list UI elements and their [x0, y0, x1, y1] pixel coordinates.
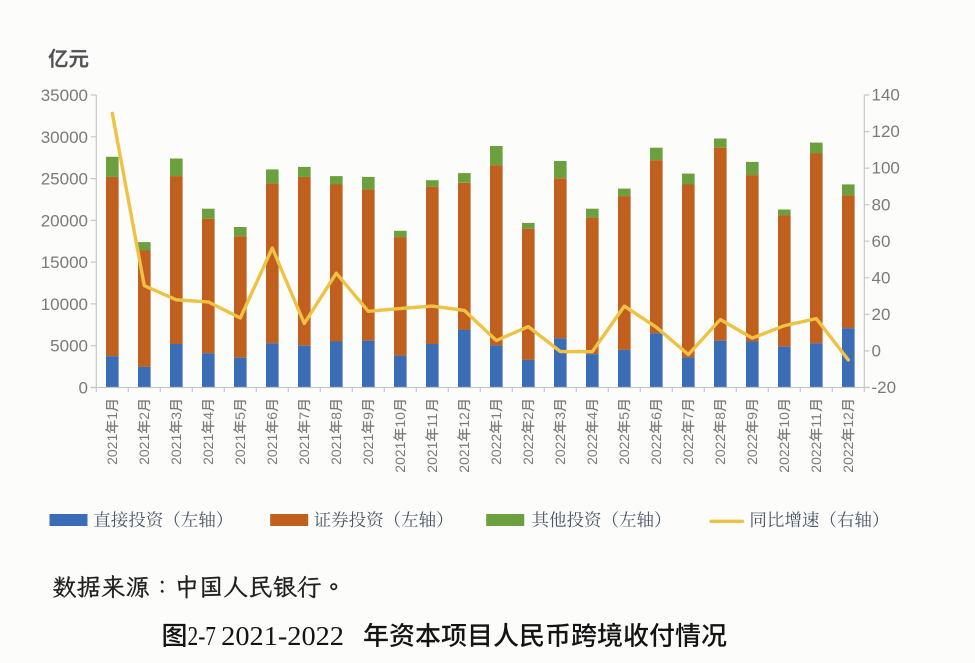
svg-text:20: 20: [872, 305, 891, 324]
svg-text:2022: 2022: [808, 441, 824, 472]
svg-text:2021: 2021: [456, 441, 472, 472]
svg-text:2021: 2021: [392, 441, 408, 472]
svg-text:10: 10: [392, 412, 408, 428]
svg-text:-20: -20: [872, 378, 897, 397]
svg-text:6: 6: [648, 412, 664, 420]
svg-text:25000: 25000: [41, 170, 88, 189]
svg-text:1: 1: [488, 412, 504, 420]
svg-text:0: 0: [872, 342, 881, 361]
svg-text:30000: 30000: [41, 128, 88, 147]
svg-text:2022: 2022: [584, 434, 600, 465]
svg-text:12: 12: [456, 412, 472, 428]
svg-text:140: 140: [872, 86, 900, 105]
svg-text:20000: 20000: [41, 211, 88, 230]
svg-text:2021: 2021: [360, 434, 376, 465]
svg-text:7: 7: [296, 412, 312, 420]
svg-text:2021: 2021: [328, 434, 344, 465]
svg-text:40: 40: [872, 268, 891, 287]
svg-text:15000: 15000: [41, 253, 88, 272]
svg-text:2022: 2022: [648, 434, 664, 465]
svg-text:4: 4: [200, 412, 216, 420]
svg-text:60: 60: [872, 232, 891, 251]
svg-text:9: 9: [360, 412, 376, 420]
svg-text:120: 120: [872, 122, 900, 141]
svg-text:6: 6: [264, 412, 280, 420]
svg-text:1: 1: [104, 412, 120, 420]
svg-text:11: 11: [424, 413, 440, 428]
svg-text:100: 100: [872, 159, 900, 178]
svg-text:4: 4: [584, 412, 600, 420]
svg-text:2021: 2021: [264, 434, 280, 465]
svg-text:2022: 2022: [744, 434, 760, 465]
svg-text:2022: 2022: [680, 434, 696, 465]
svg-text:2022: 2022: [712, 434, 728, 465]
svg-text:3: 3: [168, 412, 184, 420]
svg-text:5: 5: [232, 412, 248, 420]
svg-text:2022: 2022: [616, 434, 632, 465]
svg-text:9: 9: [744, 412, 760, 420]
svg-text:8: 8: [328, 412, 344, 420]
svg-text:5000: 5000: [50, 337, 88, 356]
svg-text:2: 2: [136, 412, 152, 420]
svg-text:35000: 35000: [41, 86, 88, 105]
svg-text:2021: 2021: [104, 434, 120, 465]
svg-text:2021: 2021: [136, 434, 152, 465]
svg-text:2: 2: [520, 412, 536, 420]
svg-text:7: 7: [680, 412, 696, 420]
svg-text:80: 80: [872, 195, 891, 214]
svg-text:2021: 2021: [232, 434, 248, 465]
svg-text:12: 12: [840, 412, 856, 428]
svg-text:2022: 2022: [488, 434, 504, 465]
svg-text:5: 5: [616, 412, 632, 420]
svg-text:0: 0: [79, 379, 88, 398]
svg-text:10000: 10000: [41, 295, 88, 314]
svg-text:2021: 2021: [168, 434, 184, 465]
svg-text:11: 11: [808, 413, 824, 428]
svg-text:3: 3: [552, 412, 568, 420]
svg-text:2021: 2021: [296, 434, 312, 465]
svg-text:2022: 2022: [776, 441, 792, 472]
svg-text:2022: 2022: [840, 441, 856, 472]
svg-text:2021: 2021: [424, 441, 440, 472]
svg-text:2022: 2022: [520, 434, 536, 465]
svg-text:8: 8: [712, 412, 728, 420]
svg-text:10: 10: [776, 412, 792, 428]
svg-text:2021-2022: 2021-2022: [221, 621, 344, 651]
svg-text:2022: 2022: [552, 434, 568, 465]
svg-text:2021: 2021: [200, 434, 216, 465]
svg-text:2-7: 2-7: [188, 621, 217, 651]
